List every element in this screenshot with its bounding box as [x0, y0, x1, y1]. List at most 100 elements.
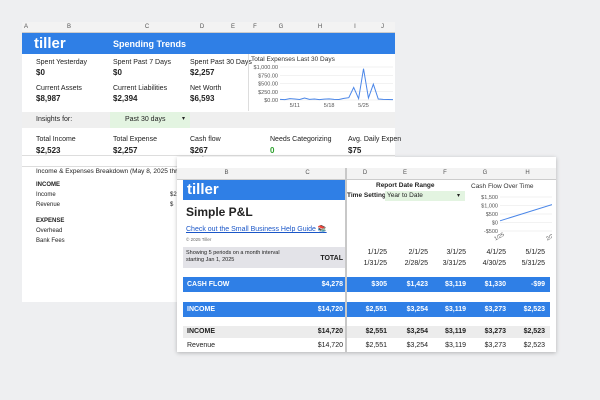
y-tick-label: $500.00 — [258, 82, 278, 88]
kpi-value: $2,257 — [113, 146, 138, 155]
report-title: Simple P&L — [186, 205, 253, 219]
breakdown-label: EXPENSE — [36, 218, 65, 224]
report-range-label: Report Date Range — [376, 182, 435, 189]
kpi-label: Avg. Daily Expen — [348, 136, 402, 143]
breakdown-value: $2 — [170, 192, 177, 198]
row-label: INCOME — [187, 328, 215, 335]
total-header: TOTAL — [320, 255, 343, 262]
period-start: 3/1/25 — [446, 249, 466, 256]
insights-dropdown[interactable] — [110, 112, 190, 128]
row-value: $3,119 — [445, 342, 466, 349]
breakdown-title: Income & Expenses Breakdown (May 8, 2025… — [36, 168, 181, 175]
breakdown-label: Overhead — [36, 228, 63, 234]
x-tick-label: 5/18 — [324, 103, 335, 109]
chart-title: Total Expenses Last 30 Days — [251, 56, 336, 63]
line-series — [499, 204, 552, 222]
period-end: 1/31/25 — [363, 260, 387, 267]
row-value: $3,273 — [484, 342, 506, 349]
row-value: $2,551 — [365, 328, 387, 335]
y-tick-label: $750.00 — [258, 73, 278, 79]
chart: Cash Flow Over Time $1,500 $1,000 $500 $0 -$5… — [471, 183, 552, 243]
row-band — [183, 326, 550, 338]
help-link[interactable]: Check out the Small Business Help Guide … — [186, 226, 327, 233]
period-end: 4/30/25 — [482, 260, 506, 267]
row-total: $4,278 — [321, 281, 343, 288]
column-header: D — [199, 24, 205, 30]
metric-value: $0 — [113, 68, 122, 77]
periods-note: Showing 5 periods on a month interval st… — [186, 250, 280, 263]
period-start: 5/1/25 — [525, 249, 545, 256]
row-total: $14,720 — [317, 306, 343, 313]
row-value: $3,254 — [406, 328, 428, 335]
time-setting-label: Time Setting — [347, 192, 386, 199]
row-value: $3,119 — [444, 328, 466, 335]
row-value: $3,119 — [444, 281, 466, 288]
kpi-value: $75 — [348, 146, 362, 155]
period-start: 4/1/25 — [486, 249, 506, 256]
row-value: $3,273 — [484, 306, 506, 313]
period-end: 5/31/25 — [521, 260, 545, 267]
metric-label: Current Assets — [36, 85, 82, 92]
chart-frame — [248, 54, 396, 111]
kpi-label: Total Income — [36, 136, 76, 143]
metric-value: $8,987 — [36, 94, 61, 103]
row-value: $2,523 — [523, 342, 545, 349]
metric-value: $6,593 — [190, 94, 215, 103]
insights-label: Insights for: — [36, 116, 73, 123]
y-tick-label: $1,500 — [481, 195, 498, 201]
x-tick-label: 1/25 — [493, 232, 505, 243]
row-value: $2,551 — [365, 342, 387, 349]
column-header: C — [144, 24, 150, 30]
row-value: $2,523 — [523, 306, 545, 313]
breakdown-value: $ — [170, 202, 174, 208]
column-header: A — [23, 24, 28, 30]
metric-label: Spent Past 30 Days — [190, 59, 252, 66]
y-tick-label: $250.00 — [258, 90, 278, 96]
kpi-label: Needs Categorizing — [270, 136, 332, 143]
y-tick-label: $1,000.00 — [254, 65, 278, 71]
column-header: H — [317, 24, 323, 30]
row-band — [183, 277, 550, 292]
period-end: 2/28/25 — [404, 260, 428, 267]
metric-value: $0 — [36, 68, 45, 77]
row-value: $2,523 — [523, 328, 545, 335]
metric-label: Current Liabilities — [113, 85, 168, 92]
time-setting-dropdown[interactable] — [385, 191, 465, 201]
breakdown-label: Income — [36, 192, 56, 198]
periods-band — [183, 247, 345, 268]
column-header-bar — [22, 22, 395, 33]
breakdown-label: Bank Fees — [36, 238, 65, 244]
dropdown-arrow: ▾ — [182, 116, 186, 122]
sheet-title: Spending Trends — [113, 39, 187, 49]
metric-value: $2,257 — [190, 68, 215, 77]
y-tick-label: $0.00 — [264, 98, 278, 104]
row-value: -$99 — [530, 281, 545, 288]
kpi-value: 0 — [270, 146, 275, 155]
row-value: $3,119 — [444, 306, 466, 313]
metric-label: Spent Yesterday — [36, 59, 87, 66]
metric-label: Spent Past 7 Days — [113, 59, 171, 66]
row-value: $1,330 — [484, 281, 506, 288]
row-value: $305 — [371, 281, 387, 288]
insights-band — [22, 112, 395, 128]
row-label: Revenue — [187, 342, 216, 349]
column-header: J — [381, 24, 384, 30]
column-header: E — [230, 24, 235, 30]
column-header: H — [525, 170, 530, 176]
x-tick-label: 2/25 — [545, 232, 552, 243]
copyright: © 2025 Tiller — [186, 237, 212, 242]
row-value: $1,423 — [406, 281, 428, 288]
row-label: INCOME — [187, 306, 215, 313]
logo: tiller — [187, 181, 219, 198]
chart: Total Expenses Last 30 Days $1,000.00 $750… — [251, 56, 394, 109]
column-header: F — [443, 170, 447, 176]
header-band — [22, 33, 395, 54]
period-start: 1/1/25 — [367, 249, 387, 256]
row-label: CASH FLOW — [187, 281, 230, 288]
freeze-divider — [345, 168, 347, 352]
y-tick-label: $500 — [486, 212, 498, 218]
header-band — [183, 180, 345, 200]
x-tick-label: 5/25 — [358, 103, 369, 109]
breakdown-label: Revenue — [36, 202, 61, 208]
column-header: D — [362, 170, 368, 176]
